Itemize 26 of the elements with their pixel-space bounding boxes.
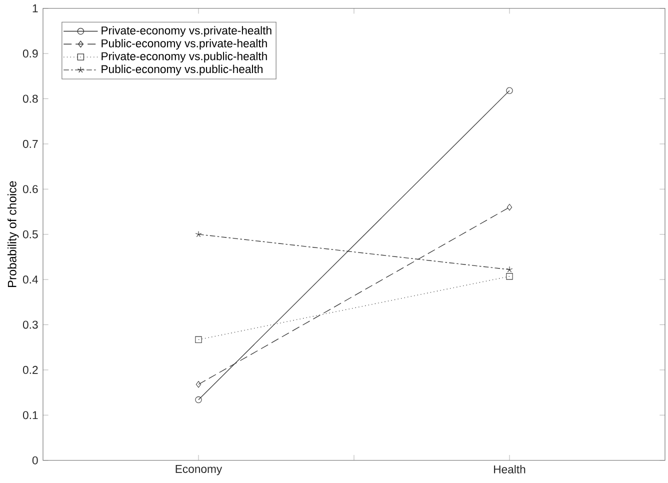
legend-label: Private-economy vs.private-health bbox=[102, 26, 272, 37]
point bbox=[195, 230, 202, 237]
point bbox=[506, 266, 513, 272]
y-tick-label: 0.2 bbox=[22, 366, 38, 374]
point bbox=[506, 204, 512, 210]
y-tick-label: 1 bbox=[32, 4, 38, 12]
y-tick-label: 0.7 bbox=[22, 140, 38, 148]
legend-label: Public-economy vs.private-health bbox=[102, 38, 267, 50]
y-tick-label: 0.6 bbox=[22, 184, 38, 193]
y-axis-title: Probability of choice bbox=[8, 181, 19, 287]
legend-label: Private-economy vs.public-health bbox=[102, 52, 267, 62]
point bbox=[195, 336, 202, 343]
point bbox=[195, 396, 202, 403]
point bbox=[506, 87, 513, 94]
y-tick-label: 0.4 bbox=[22, 275, 38, 284]
y-tick-label: 0.3 bbox=[22, 320, 38, 329]
y-tick-label: 0.5 bbox=[22, 230, 38, 238]
x-tick-label: Economy bbox=[176, 464, 222, 476]
point bbox=[506, 272, 513, 280]
y-tick-label: 0.1 bbox=[22, 410, 38, 419]
point bbox=[196, 380, 202, 388]
y-tick-label: 0.8 bbox=[22, 94, 38, 103]
y-tick-label: 0 bbox=[32, 456, 38, 464]
x-tick-label: Health bbox=[494, 464, 526, 474]
y-tick-label: 0.9 bbox=[22, 49, 38, 58]
legend-label: Public-economy vs.public-health bbox=[102, 64, 262, 76]
